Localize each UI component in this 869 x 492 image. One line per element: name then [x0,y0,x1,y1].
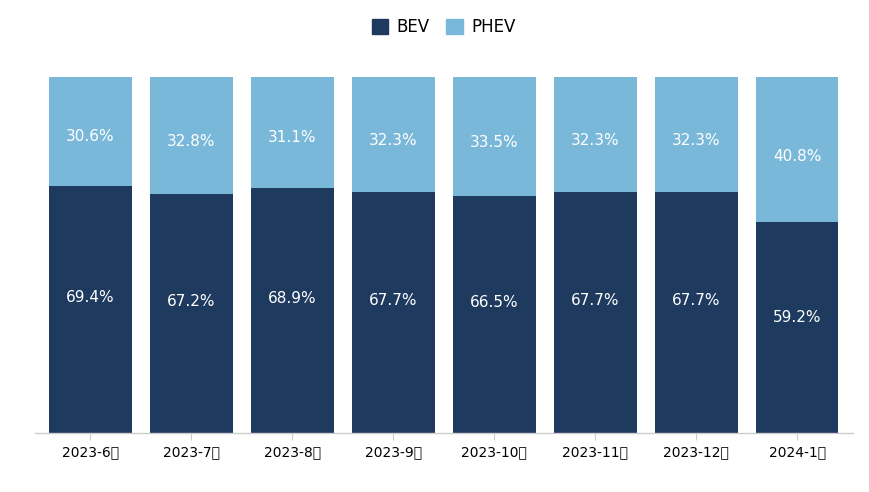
Text: 30.6%: 30.6% [66,129,115,144]
Text: 32.3%: 32.3% [570,133,619,148]
Text: 32.8%: 32.8% [167,134,216,149]
Text: 69.4%: 69.4% [66,289,115,305]
Bar [452,77,535,196]
Text: 68.9%: 68.9% [268,290,316,306]
Text: 67.7%: 67.7% [570,293,619,308]
Text: 31.1%: 31.1% [268,130,316,145]
Bar [149,194,232,433]
Text: 67.2%: 67.2% [167,294,216,309]
Text: 66.5%: 66.5% [469,295,518,310]
Text: 33.5%: 33.5% [469,135,518,150]
Bar [654,77,737,192]
Bar [755,77,838,222]
Bar [149,77,232,194]
Text: 67.7%: 67.7% [368,293,417,308]
Bar [49,186,131,433]
Bar [351,77,434,192]
Bar [250,187,334,433]
Bar [755,222,838,433]
Legend: BEV, PHEV: BEV, PHEV [364,11,522,43]
Text: 67.7%: 67.7% [671,293,720,308]
Bar [553,192,636,433]
Bar [49,77,131,186]
Bar [553,77,636,192]
Text: 32.3%: 32.3% [671,133,720,148]
Bar [452,196,535,433]
Text: 32.3%: 32.3% [368,133,417,148]
Bar [250,77,334,187]
Text: 59.2%: 59.2% [772,309,820,325]
Text: 40.8%: 40.8% [772,149,820,164]
Bar [654,192,737,433]
Bar [351,192,434,433]
